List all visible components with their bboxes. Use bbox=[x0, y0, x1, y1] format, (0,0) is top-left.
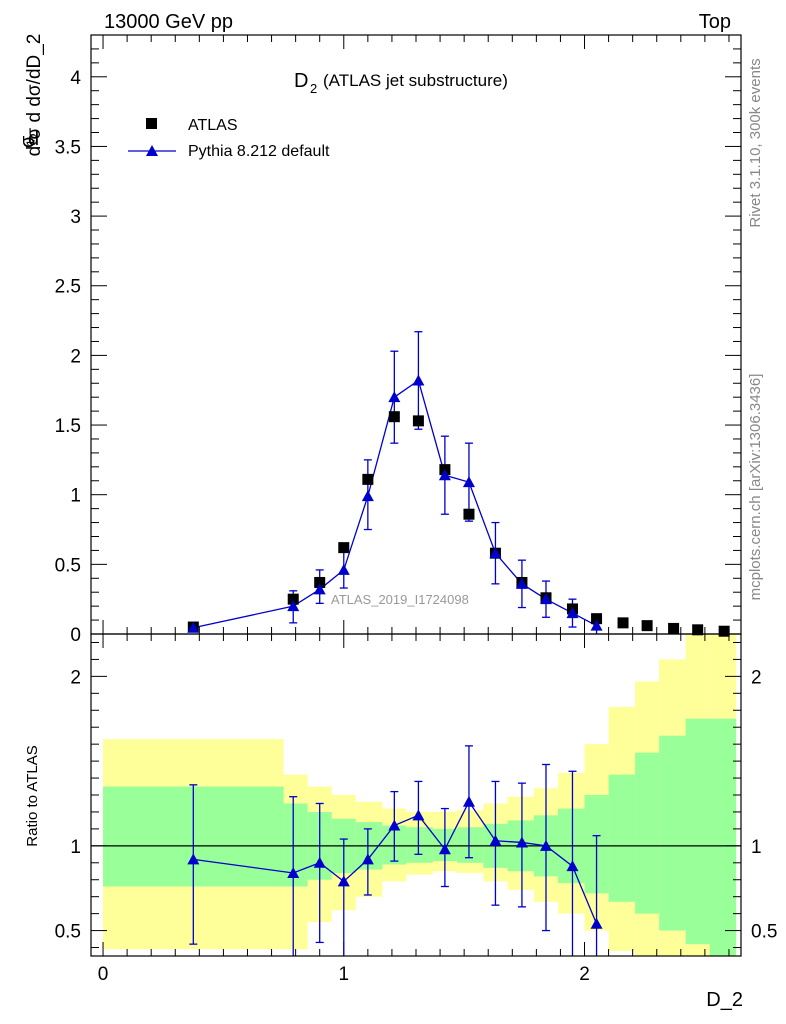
ratio-data-point bbox=[462, 795, 475, 807]
energy-label: 13000 GeV pp bbox=[104, 11, 233, 33]
ratio-data-point bbox=[515, 836, 528, 848]
y-axis-label-main: d σ bbox=[17, 128, 39, 150]
pythia-data-point bbox=[337, 563, 350, 575]
main-y-tick-label: 1 bbox=[70, 486, 81, 507]
title-main: D bbox=[294, 70, 308, 92]
band-inner-bin bbox=[635, 752, 660, 914]
pythia-data-point bbox=[515, 577, 528, 589]
pythia-data-point bbox=[540, 593, 552, 605]
x-axis-ticks: 0 1 2 bbox=[98, 35, 730, 985]
pythia-error-bars bbox=[189, 331, 601, 634]
title-sub: 2 bbox=[310, 81, 317, 96]
ratio-data-point bbox=[590, 917, 603, 929]
main-y-tick-label: 3.5 bbox=[55, 137, 81, 158]
mcplots-label: mcplots.cern.ch [arXiv:1306.3436] bbox=[747, 374, 764, 601]
legend-atlas-label: ATLAS bbox=[188, 117, 238, 134]
analysis-watermark: ATLAS_2019_I1724098 bbox=[331, 592, 469, 607]
atlas-data-point bbox=[591, 613, 603, 625]
ratio-data-point bbox=[489, 834, 502, 846]
atlas-data-point bbox=[314, 576, 326, 588]
process-label: Top bbox=[699, 11, 731, 33]
pythia-markers bbox=[187, 374, 603, 633]
legend: ATLAS Pythia 8.212 default bbox=[128, 117, 330, 160]
svg-text:σ: σ bbox=[17, 135, 39, 148]
legend-pythia-label: Pythia 8.212 default bbox=[188, 143, 330, 160]
band-inner-bin bbox=[608, 774, 636, 902]
main-y-tick-label: 1.5 bbox=[55, 416, 81, 437]
ratio-data-point bbox=[412, 809, 425, 821]
legend-atlas-marker bbox=[146, 118, 157, 129]
main-y-tick-label: 0 bbox=[70, 625, 81, 646]
ratio-y-tick-label-left: 2 bbox=[70, 667, 81, 688]
ratio-panel-frame bbox=[90, 633, 742, 957]
x-tick-label: 2 bbox=[579, 964, 590, 985]
pythia-data-point bbox=[388, 391, 401, 403]
pythia-data-point bbox=[590, 619, 603, 631]
pythia-data-point bbox=[438, 469, 451, 481]
ratio-data-point bbox=[388, 819, 401, 831]
main-y-tick-label: 3 bbox=[70, 207, 81, 228]
ratio-data-point bbox=[438, 843, 451, 855]
atlas-data-point bbox=[641, 620, 653, 632]
ratio-data-point bbox=[540, 839, 552, 851]
pythia-data-point bbox=[313, 583, 326, 595]
main-y-tick-label: 2.5 bbox=[55, 277, 81, 298]
atlas-data-point bbox=[287, 593, 299, 605]
atlas-data-point bbox=[668, 622, 680, 634]
ratio-data-point bbox=[566, 860, 579, 872]
ratio-axis-ticks: 0.5 0.5 1 1 2 2 bbox=[55, 641, 777, 949]
pythia-data-point bbox=[489, 547, 502, 559]
svg-text:d: d bbox=[28, 128, 39, 150]
atlas-data-point bbox=[362, 473, 374, 485]
ylabel-main: d¹σ d dσ/dD_2 bbox=[24, 34, 45, 157]
atlas-data-point bbox=[463, 508, 475, 520]
y-axis-label-main-text: d¹σ d dσ/dD_2 bbox=[24, 34, 45, 157]
main-y-tick-label: 4 bbox=[70, 68, 81, 89]
band-inner-bin bbox=[709, 718, 737, 956]
legend-pythia-marker bbox=[146, 145, 158, 156]
main-y-tick-label: 0.5 bbox=[55, 555, 81, 576]
atlas-data-point bbox=[692, 624, 704, 636]
plot-title: D 2 (ATLAS jet substructure) bbox=[294, 70, 508, 96]
atlas-data-point bbox=[718, 625, 730, 637]
xlabel: D_2 bbox=[706, 989, 743, 1011]
atlas-data-point bbox=[412, 415, 424, 427]
ratio-y-tick-label-right: 1 bbox=[751, 837, 762, 858]
ratio-data-point bbox=[361, 853, 374, 865]
ratio-y-tick-label-right: 0.5 bbox=[751, 922, 777, 943]
pythia-data-point bbox=[287, 600, 300, 612]
pythia-data-point bbox=[412, 374, 425, 386]
pythia-data-point bbox=[462, 476, 475, 488]
main-y-tick-label: 2 bbox=[70, 346, 81, 367]
x-tick-label: 0 bbox=[98, 964, 109, 985]
pythia-data-point bbox=[361, 490, 374, 502]
ratio-y-tick-label-left: 1 bbox=[70, 837, 81, 858]
band-inner-bin bbox=[685, 718, 710, 945]
ratio-markers bbox=[187, 795, 603, 929]
band-inner-bin bbox=[456, 827, 484, 863]
atlas-data-point bbox=[617, 617, 629, 629]
atlas-data-point bbox=[388, 411, 400, 423]
ylabel-ratio: Ratio to ATLAS bbox=[24, 745, 41, 846]
title-rest: (ATLAS jet substructure) bbox=[323, 71, 508, 90]
ratio-data-point bbox=[337, 875, 350, 887]
main-axis-ticks: 0 0.5 1 1.5 2 2.5 3 3.5 4 bbox=[55, 48, 741, 646]
ratio-y-tick-label-left: 0.5 bbox=[55, 922, 81, 943]
ratio-data-point bbox=[287, 866, 300, 878]
ratio-data-point bbox=[187, 853, 200, 865]
rivet-label: Rivet 3.1.10, 300k events bbox=[747, 58, 764, 227]
atlas-data-point bbox=[338, 542, 350, 554]
ratio-y-tick-label-right: 2 bbox=[751, 667, 762, 688]
band-inner-bin bbox=[406, 827, 433, 863]
ratio-data-point bbox=[313, 856, 326, 868]
pythia-data-point bbox=[566, 607, 579, 619]
band-inner-bin bbox=[659, 735, 686, 931]
pythia-data-point bbox=[187, 621, 200, 633]
x-tick-label: 1 bbox=[338, 964, 349, 985]
